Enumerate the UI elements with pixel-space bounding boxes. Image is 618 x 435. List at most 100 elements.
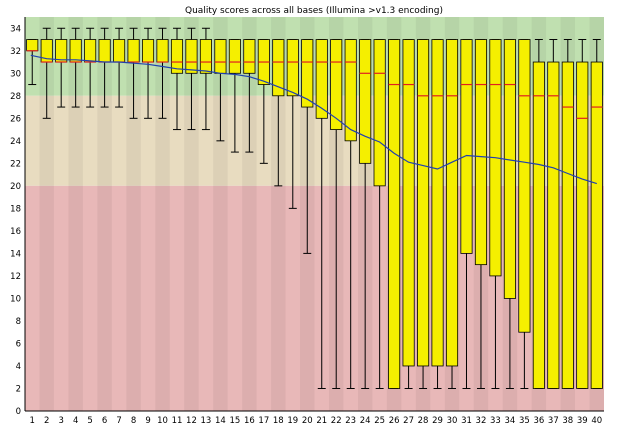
box-11 xyxy=(170,39,184,74)
x-tick-label: 27 xyxy=(403,416,414,426)
box-1 xyxy=(26,39,39,52)
box-34 xyxy=(503,39,516,299)
x-tick-label: 6 xyxy=(102,416,107,426)
x-tick-label: 32 xyxy=(476,416,487,426)
mean-line xyxy=(30,54,597,185)
y-tick-label: 16 xyxy=(10,227,21,237)
x-tick-label: 9 xyxy=(145,416,150,426)
x-tick-label: 8 xyxy=(131,416,136,426)
x-tick-label: 36 xyxy=(533,416,544,426)
box-29 xyxy=(431,39,444,367)
x-tick-label: 13 xyxy=(201,416,212,426)
box-16 xyxy=(243,39,256,74)
box-4 xyxy=(69,39,82,63)
box-26 xyxy=(388,39,401,389)
x-tick-label: 18 xyxy=(273,416,284,426)
x-tick-label: 7 xyxy=(116,416,121,426)
y-tick-label: 22 xyxy=(10,159,21,169)
box-13 xyxy=(199,39,212,74)
stripe-18 xyxy=(271,17,286,411)
box-27 xyxy=(402,39,415,367)
y-tick-label: 20 xyxy=(10,182,21,192)
x-tick-label: 3 xyxy=(58,416,63,426)
y-tick-label: 4 xyxy=(16,362,21,372)
box-36 xyxy=(532,61,545,389)
x-tick-label: 24 xyxy=(360,416,371,426)
y-tick-label: 26 xyxy=(10,114,21,124)
box-35 xyxy=(518,39,531,333)
box-7 xyxy=(113,39,126,63)
x-tick-label: 39 xyxy=(577,416,588,426)
box-31 xyxy=(460,39,473,254)
y-tick-label: 12 xyxy=(10,272,21,282)
y-tick-label: 8 xyxy=(16,317,21,327)
x-tick-label: 25 xyxy=(374,416,385,426)
y-tick-label: 34 xyxy=(10,24,21,34)
box-22 xyxy=(330,39,343,130)
box-38 xyxy=(561,61,574,389)
x-tick-label: 14 xyxy=(215,416,226,426)
y-tick-label: 30 xyxy=(10,69,21,79)
box-24 xyxy=(359,39,372,164)
x-tick-label: 28 xyxy=(418,416,429,426)
x-tick-label: 37 xyxy=(548,416,559,426)
x-tick-label: 38 xyxy=(562,416,573,426)
box-23 xyxy=(344,39,357,142)
y-tick-label: 18 xyxy=(10,204,21,214)
stripe-6 xyxy=(97,17,112,411)
box-30 xyxy=(445,39,459,367)
x-tick-label: 5 xyxy=(87,416,92,426)
box-3 xyxy=(55,39,68,63)
x-tick-label: 20 xyxy=(302,416,313,426)
x-tick-label: 12 xyxy=(186,416,197,426)
x-tick-label: 22 xyxy=(331,416,342,426)
x-tick-label: 35 xyxy=(519,416,530,426)
x-tick-label: 15 xyxy=(229,416,240,426)
x-tick-label: 16 xyxy=(244,416,255,426)
stripe-10 xyxy=(155,17,170,411)
x-tick-labels: 1 2 3 4 5 6 7 8 9 10 11 12 13 14 15 16 17 18 19 20 21 22 23 24 2… xyxy=(30,416,603,426)
x-tick-label: 4 xyxy=(73,416,78,426)
box-14 xyxy=(214,39,227,74)
y-tick-label: 24 xyxy=(10,137,21,147)
y-tick-label: 0 xyxy=(16,407,21,417)
box-9 xyxy=(141,39,155,63)
box-32 xyxy=(474,39,488,266)
y-tick-label: 6 xyxy=(16,339,21,349)
x-tick-label: 23 xyxy=(345,416,356,426)
x-tick-label: 11 xyxy=(172,416,183,426)
medians xyxy=(26,50,603,119)
chart-title: Quality scores across all bases (Illumin… xyxy=(185,6,443,16)
stripe-14 xyxy=(213,17,228,411)
box-6 xyxy=(98,39,111,63)
box-5 xyxy=(84,39,97,63)
box-40 xyxy=(590,61,603,389)
box-39 xyxy=(576,61,589,389)
y-tick-label: 32 xyxy=(10,47,21,57)
x-tick-label: 2 xyxy=(44,416,49,426)
x-tick-label: 21 xyxy=(316,416,327,426)
box-28 xyxy=(417,39,430,367)
x-tick-label: 19 xyxy=(287,416,298,426)
y-tick-label: 2 xyxy=(16,384,21,394)
x-tick-label: 29 xyxy=(432,416,443,426)
x-tick-label: 40 xyxy=(591,416,602,426)
x-tick-label: 34 xyxy=(504,416,515,426)
box-12 xyxy=(185,39,198,74)
box-19 xyxy=(286,39,299,97)
box-21 xyxy=(315,39,328,119)
x-tick-label: 1 xyxy=(30,416,35,426)
box-37 xyxy=(547,61,560,389)
box-18 xyxy=(272,39,285,97)
x-tick-label: 26 xyxy=(389,416,400,426)
mean-line-group xyxy=(30,54,597,185)
x-tick-label: 31 xyxy=(461,416,472,426)
axes xyxy=(24,17,604,412)
x-tick-label: 10 xyxy=(157,416,168,426)
stripe-2 xyxy=(39,17,54,411)
x-tick-label: 17 xyxy=(258,416,269,426)
y-tick-label: 10 xyxy=(10,294,21,304)
stripe-4 xyxy=(68,17,83,411)
